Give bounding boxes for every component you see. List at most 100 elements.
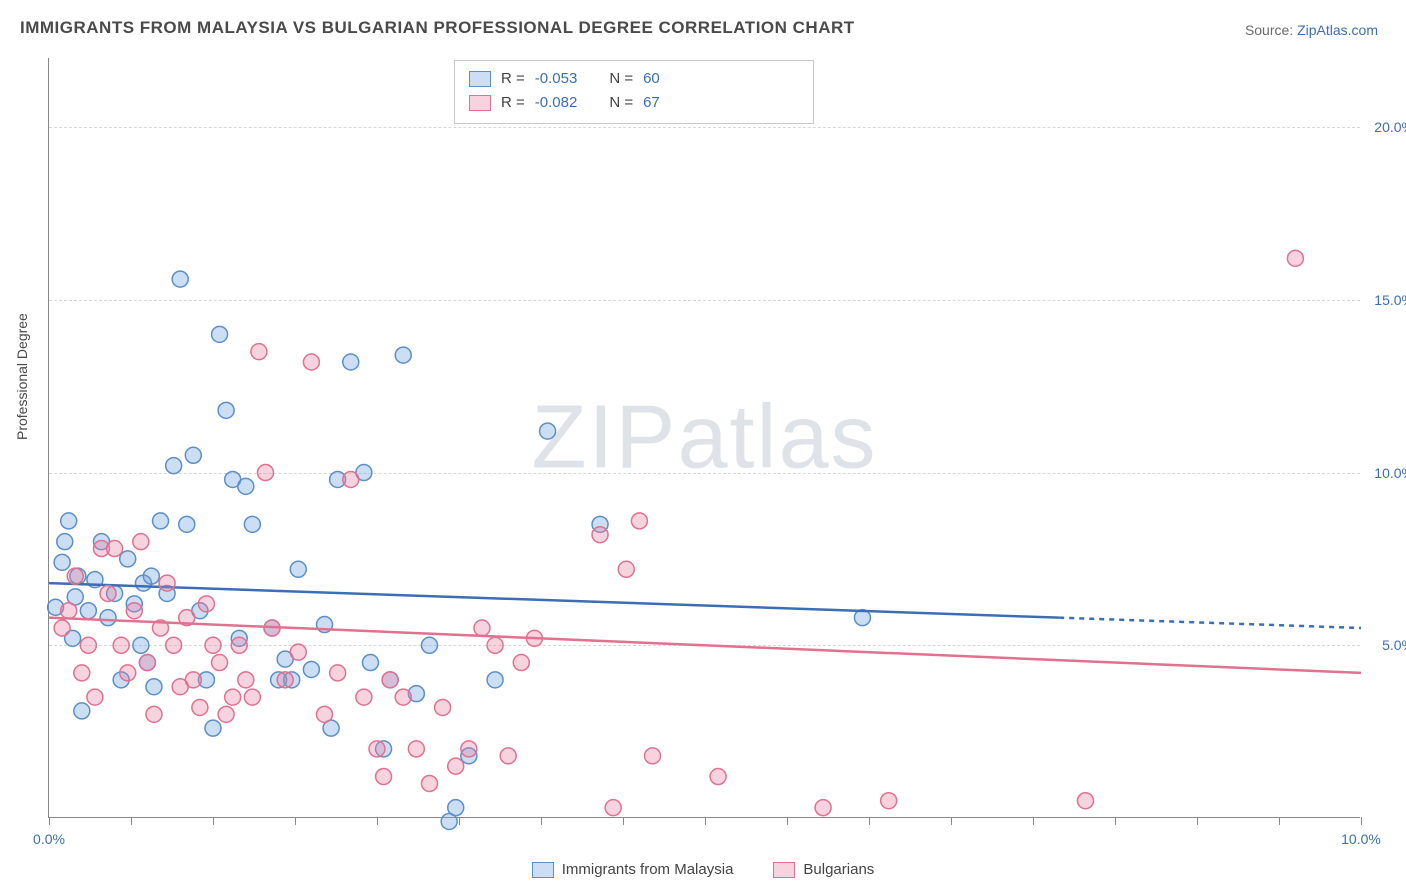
scatter-point bbox=[67, 568, 83, 584]
scatter-point bbox=[74, 665, 90, 681]
scatter-point bbox=[881, 793, 897, 809]
stats-legend-row: R =-0.053N =60 bbox=[469, 67, 799, 91]
scatter-point bbox=[605, 800, 621, 816]
scatter-point bbox=[251, 344, 267, 360]
scatter-point bbox=[143, 568, 159, 584]
scatter-point bbox=[303, 661, 319, 677]
scatter-point bbox=[133, 637, 149, 653]
scatter-point bbox=[133, 534, 149, 550]
scatter-point bbox=[376, 769, 392, 785]
x-tick bbox=[541, 817, 542, 825]
chart-title: IMMIGRANTS FROM MALAYSIA VS BULGARIAN PR… bbox=[20, 18, 855, 38]
scatter-point bbox=[139, 655, 155, 671]
scatter-point bbox=[80, 603, 96, 619]
scatter-svg bbox=[49, 58, 1361, 818]
r-label: R = bbox=[501, 91, 525, 115]
x-tick bbox=[459, 817, 460, 825]
scatter-point bbox=[231, 637, 247, 653]
scatter-point bbox=[159, 575, 175, 591]
scatter-point bbox=[244, 689, 260, 705]
scatter-point bbox=[212, 326, 228, 342]
scatter-point bbox=[179, 516, 195, 532]
x-tick bbox=[213, 817, 214, 825]
scatter-point bbox=[87, 689, 103, 705]
legend-swatch bbox=[773, 862, 795, 878]
scatter-point bbox=[448, 800, 464, 816]
scatter-point bbox=[1287, 250, 1303, 266]
scatter-point bbox=[80, 637, 96, 653]
scatter-point bbox=[710, 769, 726, 785]
scatter-point bbox=[57, 534, 73, 550]
scatter-point bbox=[54, 554, 70, 570]
scatter-point bbox=[257, 465, 273, 481]
scatter-point bbox=[277, 672, 293, 688]
x-tick-label: 0.0% bbox=[33, 831, 65, 847]
n-label: N = bbox=[609, 67, 633, 91]
scatter-point bbox=[166, 637, 182, 653]
legend-swatch bbox=[469, 95, 491, 111]
scatter-point bbox=[126, 603, 142, 619]
x-tick bbox=[623, 817, 624, 825]
scatter-point bbox=[61, 513, 77, 529]
legend-swatch bbox=[532, 862, 554, 878]
scatter-point bbox=[408, 741, 424, 757]
legend-label: Bulgarians bbox=[803, 861, 874, 878]
scatter-point bbox=[54, 620, 70, 636]
scatter-point bbox=[448, 758, 464, 774]
scatter-point bbox=[395, 347, 411, 363]
x-tick bbox=[1279, 817, 1280, 825]
scatter-point bbox=[500, 748, 516, 764]
x-tick-label: 10.0% bbox=[1341, 831, 1381, 847]
source-link[interactable]: ZipAtlas.com bbox=[1297, 22, 1378, 38]
scatter-point bbox=[474, 620, 490, 636]
scatter-point bbox=[205, 637, 221, 653]
n-value: 67 bbox=[643, 91, 660, 115]
scatter-point bbox=[435, 699, 451, 715]
scatter-point bbox=[120, 665, 136, 681]
scatter-point bbox=[238, 478, 254, 494]
x-tick bbox=[295, 817, 296, 825]
scatter-point bbox=[487, 672, 503, 688]
x-tick bbox=[787, 817, 788, 825]
scatter-point bbox=[153, 513, 169, 529]
scatter-point bbox=[146, 706, 162, 722]
plot-area: ZIPatlas 5.0%10.0%15.0%20.0%0.0%10.0% bbox=[48, 58, 1360, 818]
scatter-point bbox=[113, 637, 129, 653]
n-label: N = bbox=[609, 91, 633, 115]
scatter-point bbox=[395, 689, 411, 705]
x-tick bbox=[1361, 817, 1362, 825]
x-tick bbox=[869, 817, 870, 825]
scatter-point bbox=[225, 689, 241, 705]
x-tick bbox=[377, 817, 378, 825]
scatter-point bbox=[645, 748, 661, 764]
x-tick bbox=[1197, 817, 1198, 825]
scatter-point bbox=[421, 775, 437, 791]
series-legend: Immigrants from MalaysiaBulgarians bbox=[0, 861, 1406, 878]
y-axis-label: Professional Degree bbox=[14, 313, 30, 440]
scatter-point bbox=[631, 513, 647, 529]
x-tick bbox=[1033, 817, 1034, 825]
source-attribution: Source: ZipAtlas.com bbox=[1245, 22, 1378, 38]
scatter-point bbox=[382, 672, 398, 688]
x-tick bbox=[705, 817, 706, 825]
scatter-point bbox=[172, 271, 188, 287]
scatter-point bbox=[343, 354, 359, 370]
r-label: R = bbox=[501, 67, 525, 91]
scatter-point bbox=[356, 689, 372, 705]
scatter-point bbox=[146, 679, 162, 695]
scatter-point bbox=[540, 423, 556, 439]
scatter-point bbox=[61, 603, 77, 619]
scatter-point bbox=[198, 596, 214, 612]
scatter-point bbox=[244, 516, 260, 532]
scatter-point bbox=[100, 610, 116, 626]
y-tick-label: 5.0% bbox=[1382, 637, 1406, 653]
legend-swatch bbox=[469, 71, 491, 87]
scatter-point bbox=[218, 706, 234, 722]
scatter-point bbox=[185, 447, 201, 463]
r-value: -0.053 bbox=[535, 67, 578, 91]
x-tick bbox=[131, 817, 132, 825]
scatter-point bbox=[290, 644, 306, 660]
x-tick bbox=[49, 817, 50, 825]
y-tick-label: 20.0% bbox=[1374, 119, 1406, 135]
x-tick bbox=[1115, 817, 1116, 825]
